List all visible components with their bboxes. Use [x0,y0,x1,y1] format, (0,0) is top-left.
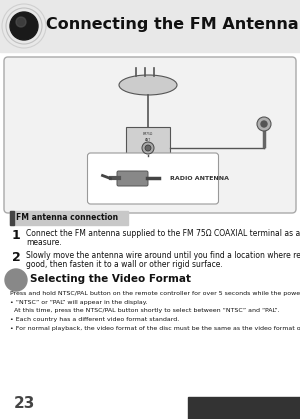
Circle shape [145,145,151,151]
Text: At this time, press the NTSC/PAL button shortly to select between “NTSC” and “PA: At this time, press the NTSC/PAL button … [10,308,280,313]
Text: Connecting the FM Antenna: Connecting the FM Antenna [46,18,298,33]
Bar [188,397,300,419]
Text: Selecting the Video Format: Selecting the Video Format [30,274,191,284]
Text: Connect the FM antenna supplied to the FM 75Ω COAXIAL terminal as a temporary: Connect the FM antenna supplied to the F… [26,229,300,238]
Circle shape [261,121,267,127]
Bar [10,211,14,225]
Circle shape [16,17,26,27]
FancyBboxPatch shape [4,57,296,213]
Text: 23: 23 [14,396,35,411]
FancyBboxPatch shape [88,153,218,204]
Text: • For normal playback, the video format of the disc must be the same as the vide: • For normal playback, the video format … [10,326,300,331]
Text: FM antenna connection: FM antenna connection [16,214,118,222]
FancyBboxPatch shape [126,127,170,155]
Circle shape [142,142,154,154]
Circle shape [257,117,271,131]
Text: ANT: ANT [145,138,151,142]
Circle shape [5,269,27,291]
Circle shape [10,12,38,40]
Text: Slowly move the antenna wire around until you find a location where reception is: Slowly move the antenna wire around unti… [26,251,300,260]
Text: measure.: measure. [26,238,62,247]
FancyBboxPatch shape [117,171,148,186]
Bar [0,0,300,52]
Text: • Each country has a different video format standard.: • Each country has a different video for… [10,317,179,322]
Text: RADIO ANTENNA: RADIO ANTENNA [170,176,230,181]
Text: Press and hold NTSC/PAL button on the remote controller for over 5 seconds while: Press and hold NTSC/PAL button on the re… [10,291,300,296]
Text: • “NTSC” or “PAL” will appear in the display.: • “NTSC” or “PAL” will appear in the dis… [10,300,148,305]
Bar [10,211,128,225]
Ellipse shape [119,75,177,95]
Text: FM75Ω: FM75Ω [143,132,153,136]
Text: 2: 2 [12,251,21,264]
Text: 1: 1 [12,229,21,242]
Text: good, then fasten it to a wall or other rigid surface.: good, then fasten it to a wall or other … [26,260,223,269]
